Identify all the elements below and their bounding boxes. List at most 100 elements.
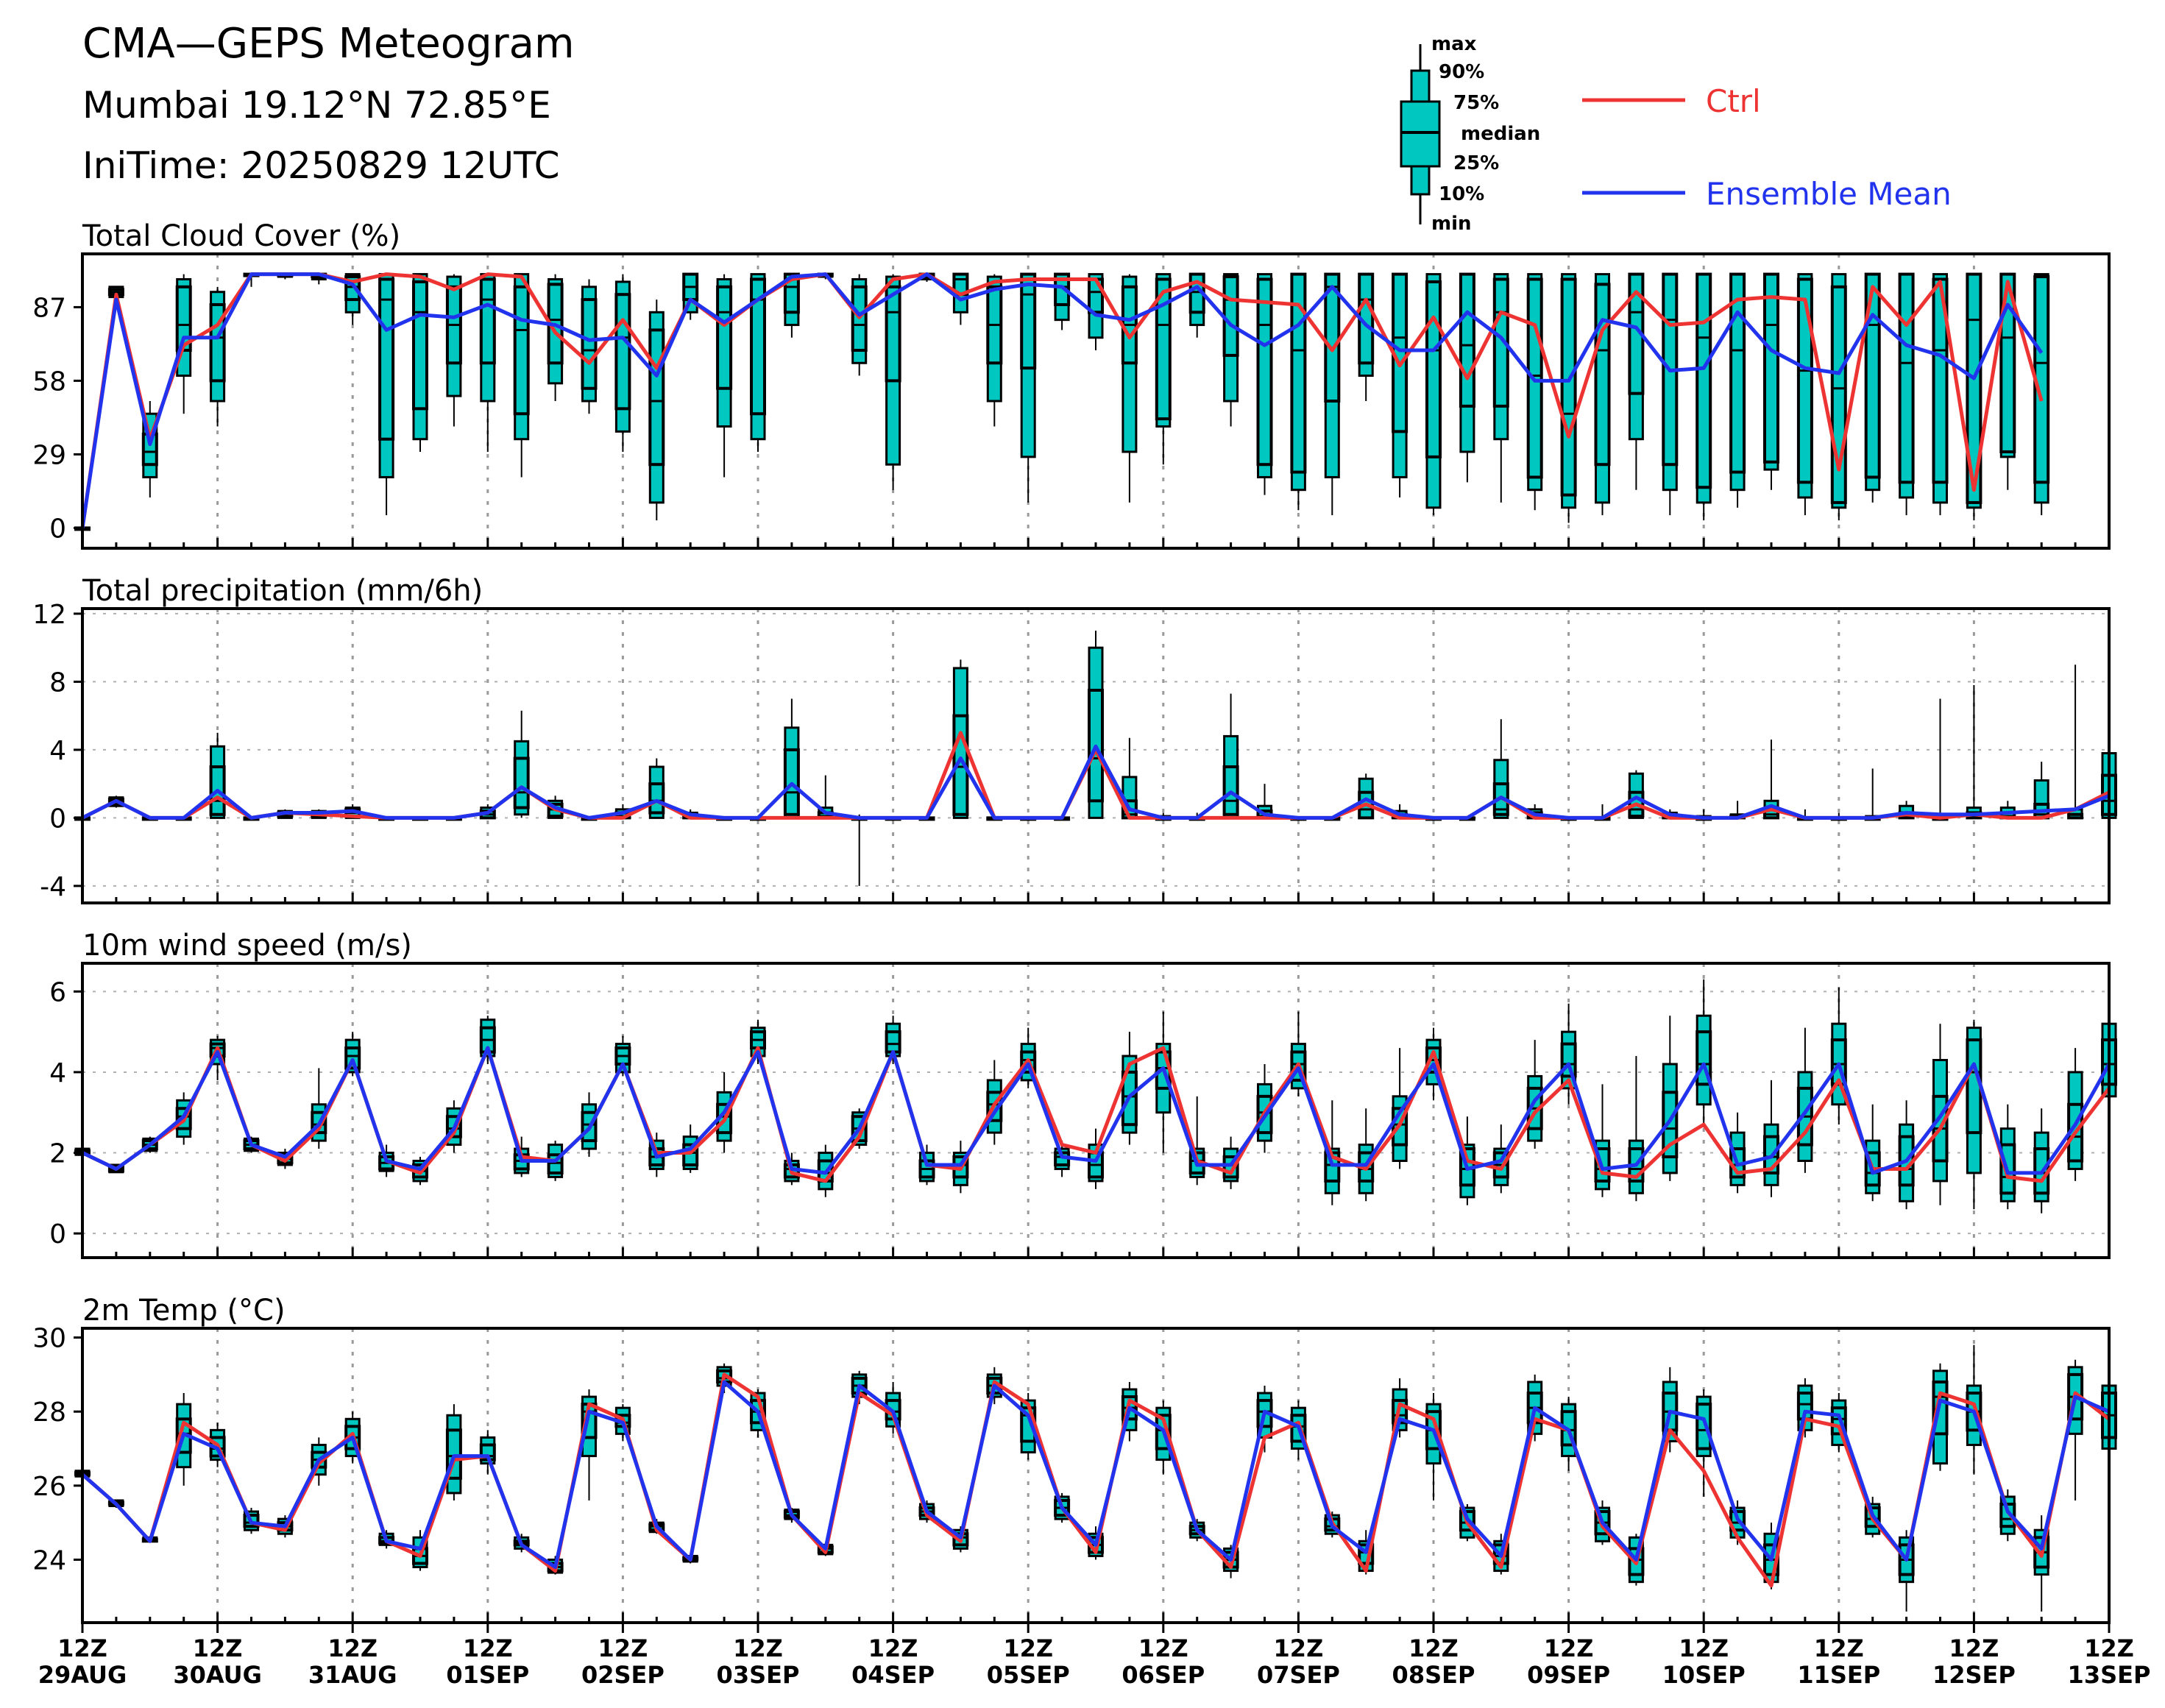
legend-mean-label: Ensemble Mean (1706, 176, 1952, 212)
box-16 (614, 1035, 631, 1077)
box-iqr (1729, 272, 1746, 474)
box-17 (648, 758, 665, 819)
box-57 (1999, 272, 2016, 490)
box-17 (648, 300, 665, 521)
box-iqr (885, 285, 901, 383)
box-48 (1695, 272, 1712, 521)
x-tick-date-label: 05SEP (987, 1661, 1070, 1689)
box-iqr (1256, 277, 1273, 467)
box-iqr (648, 328, 665, 467)
y-tick-label: 4 (49, 1058, 66, 1088)
init-time-label: IniTime: 20250829 12UTC (82, 144, 560, 187)
x-tick-date-label: 01SEP (446, 1661, 529, 1689)
box-iqr (1898, 272, 1915, 484)
box-iqr (1155, 277, 1172, 421)
x-tick-date-label: 04SEP (851, 1661, 935, 1689)
y-tick-label: -4 (40, 872, 66, 902)
box-20 (750, 273, 766, 452)
y-tick-label: 30 (32, 1324, 66, 1354)
box-iqr (1459, 272, 1475, 408)
box-40 (1425, 273, 1442, 516)
box-iqr (1932, 277, 1949, 484)
box-iqr (1695, 1403, 1712, 1450)
box-4 (209, 286, 226, 427)
legend: max 90% 75% median 25% 10% min Ctrl Ense… (1400, 33, 1952, 235)
x-tick-date-label: 06SEP (1122, 1661, 1205, 1689)
box-iqr (1763, 272, 1779, 464)
panel-2: 0 2 4 6 (49, 962, 2117, 1259)
panel-0: 0 29 58 87 (32, 252, 2111, 550)
x-tick-date-label: 31AUG (308, 1661, 397, 1689)
legend-ctrl-label: Ctrl (1706, 83, 1761, 119)
legend-label-max: max (1431, 33, 1477, 55)
box-iqr (1999, 272, 2016, 453)
box-34 (1222, 693, 1239, 819)
box-58 (2033, 1108, 2050, 1213)
legend-label-median: median (1461, 123, 1540, 145)
box-iqr (1999, 1502, 2016, 1528)
x-tick-hour-label: 12Z (1274, 1634, 1324, 1662)
box-54 (1898, 272, 1915, 516)
x-tick-hour-label: 12Z (868, 1634, 918, 1662)
box-57 (1999, 1104, 2016, 1210)
x-tick-hour-label: 12Z (733, 1634, 783, 1662)
legend-label-p75: 75% (1453, 92, 1499, 114)
box-iqr (1796, 277, 1813, 484)
box-58 (2033, 273, 2050, 516)
y-tick-label: 87 (32, 293, 66, 323)
box-39 (1392, 272, 1409, 498)
box-35 (1256, 273, 1273, 495)
box-12 (479, 1430, 496, 1475)
y-tick-label: 58 (32, 366, 66, 397)
box-iqr (1492, 277, 1509, 408)
box-45 (1594, 273, 1611, 516)
box-iqr (1425, 280, 1442, 458)
box-48 (1695, 979, 1712, 1125)
box-53 (1864, 272, 1881, 503)
box-9 (378, 273, 395, 516)
box-10 (412, 273, 428, 452)
box-iqr (1222, 275, 1239, 357)
box-iqr (648, 782, 665, 815)
ctrl-line (80, 272, 2044, 528)
box-30 (1088, 631, 1104, 819)
y-tick-label: 28 (32, 1397, 66, 1428)
x-tick-hour-label: 12Z (1003, 1634, 1053, 1662)
x-tick-date-label: 29AUG (38, 1661, 127, 1689)
box-55 (1932, 273, 1949, 516)
y-tick-label: 24 (32, 1545, 66, 1576)
x-tick-date-label: 30AUG (173, 1661, 262, 1689)
x-tick-date-label: 12SEP (1932, 1661, 2016, 1689)
box-11 (445, 274, 462, 427)
box-iqr (1695, 272, 1712, 489)
legend-label-p10: 10% (1439, 183, 1484, 205)
box-iqr (209, 302, 226, 383)
box-iqr (1966, 1038, 1982, 1135)
x-tick-date-label: 13SEP (2068, 1661, 2151, 1689)
x-tick-hour-label: 12Z (327, 1634, 378, 1662)
box-51 (1796, 273, 1813, 516)
chart-title: CMA—GEPS Meteogram (82, 20, 575, 68)
box-21 (783, 698, 800, 819)
box-23 (851, 274, 868, 376)
ensemble-mean-line (81, 744, 2110, 820)
box-19 (716, 274, 733, 478)
box-iqr (1594, 283, 1611, 467)
box-iqr (1966, 272, 1982, 504)
box-11 (445, 1404, 462, 1500)
x-tick-date-label: 09SEP (1527, 1661, 1610, 1689)
box-46 (1628, 770, 1645, 819)
box-4 (209, 732, 226, 819)
x-tick-date-label: 02SEP (581, 1661, 665, 1689)
ctrl-line (81, 1046, 2111, 1183)
y-tick-label: 2 (49, 1139, 66, 1169)
y-tick-label: 6 (49, 977, 66, 1007)
location-label: Mumbai 19.12°N 72.85°E (82, 84, 551, 127)
box-iqr (378, 277, 395, 441)
box-44 (1560, 273, 1577, 523)
box-iqr (479, 277, 496, 365)
panel-1: -4 0 4 8 12 (32, 600, 2117, 904)
x-tick-date-label: 08SEP (1392, 1661, 1475, 1689)
box-32 (1155, 273, 1172, 465)
box-49 (1729, 272, 1746, 508)
